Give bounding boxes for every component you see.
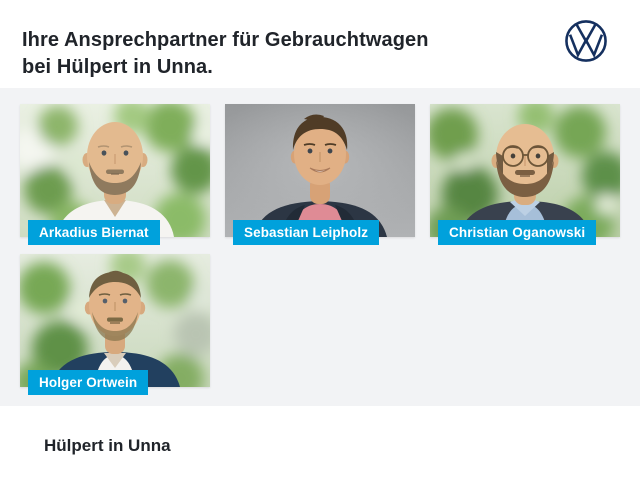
name-tag-sebastian-leipholz: Sebastian Leipholz — [233, 220, 380, 245]
name-tag-arkadius-biernat: Arkadius Biernat — [28, 220, 160, 245]
portrait-photo-sebastian-leipholz — [225, 104, 415, 237]
footer: Hülpert in Unna — [0, 406, 640, 480]
team-card-arkadius-biernat: Arkadius Biernat — [20, 104, 210, 246]
content-area: Arkadius Biernat — [0, 88, 640, 406]
team-card-sebastian-leipholz: Sebastian Leipholz — [225, 104, 415, 246]
header: Ihre Ansprechpartner für Gebrauchtwagen … — [0, 0, 640, 88]
portrait-photo-holger-ortwein — [20, 254, 210, 387]
vw-logo-icon — [565, 20, 607, 62]
team-card-holger-ortwein: Holger Ortwein — [20, 254, 210, 396]
title-line-2: bei Hülpert in Unna. — [22, 56, 213, 78]
title-line-1: Ihre Ansprechpartner für Gebrauchtwagen — [22, 29, 429, 51]
page-title: Ihre Ansprechpartner für Gebrauchtwagen … — [22, 27, 429, 81]
name-tag-christian-oganowski: Christian Oganowski — [438, 220, 597, 245]
portrait-photo-arkadius-biernat — [20, 104, 210, 237]
team-card-christian-oganowski: Christian Oganowski — [430, 104, 620, 246]
name-tag-holger-ortwein: Holger Ortwein — [28, 370, 149, 395]
portrait-photo-christian-oganowski — [430, 104, 620, 237]
dealer-name: Hülpert in Unna — [44, 436, 171, 455]
